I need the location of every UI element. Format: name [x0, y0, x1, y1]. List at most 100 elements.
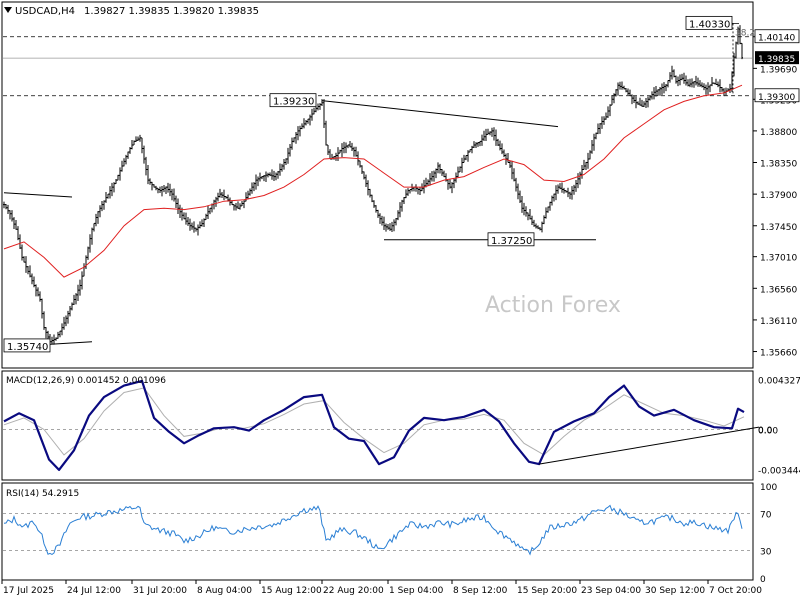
svg-text:1.39300: 1.39300	[758, 93, 795, 103]
price-bar	[659, 86, 661, 96]
x-axis-tick-label: 7 Oct 20:00	[709, 586, 762, 596]
watermark: Action Forex	[485, 293, 621, 318]
price-bar	[249, 188, 251, 196]
price-bar	[253, 182, 255, 192]
macd-signal-line	[3, 387, 745, 456]
price-bar	[537, 225, 539, 230]
price-bar	[699, 80, 701, 87]
price-bar	[569, 191, 571, 200]
price-bar	[235, 202, 237, 211]
price-layer: 1.40330 1.39230 1.37250 1.35740 38.2	[3, 15, 755, 353]
price-bar	[437, 162, 439, 174]
price-bar	[205, 213, 207, 221]
price-bar	[37, 287, 39, 297]
price-bar	[19, 234, 21, 250]
rsi-panel	[1, 482, 754, 581]
price-bar	[183, 212, 185, 220]
price-bar	[489, 131, 491, 136]
price-bar	[219, 188, 221, 198]
price-bar	[419, 186, 421, 196]
price-bar	[461, 157, 463, 173]
collapse-arrow-icon[interactable]	[4, 7, 12, 13]
price-bar	[63, 316, 65, 330]
price-bar	[531, 215, 533, 226]
price-bar	[555, 185, 557, 201]
price-bar	[177, 198, 179, 214]
price-bar	[247, 190, 249, 200]
price-bar	[467, 150, 469, 162]
price-bar	[175, 195, 177, 208]
price-bar	[627, 88, 629, 96]
price-bar	[95, 213, 97, 227]
price-bar	[23, 256, 25, 263]
price-bar	[515, 177, 517, 192]
price-bar	[71, 302, 73, 311]
price-bar	[363, 171, 365, 180]
price-bar	[351, 142, 353, 152]
price-bar	[641, 99, 643, 107]
price-bar	[67, 310, 69, 324]
price-bar	[59, 330, 61, 338]
price-bar	[339, 149, 341, 154]
macd-axis-tick-label: 0.00	[758, 427, 778, 437]
price-bar	[93, 222, 95, 232]
price-bar	[13, 217, 15, 230]
price-bar	[221, 191, 223, 198]
price-bar	[535, 223, 537, 229]
price-bars	[3, 25, 743, 345]
price-bar	[429, 173, 431, 186]
price-bar	[525, 206, 527, 217]
price-bar	[383, 216, 385, 231]
price-bar	[91, 227, 93, 245]
price-bar	[81, 271, 83, 290]
price-bar	[317, 103, 319, 111]
price-bar	[571, 186, 573, 200]
price-bar	[387, 223, 389, 230]
price-bar	[625, 87, 627, 93]
price-bar	[203, 218, 205, 227]
price-bar	[239, 203, 241, 210]
price-bar	[113, 182, 115, 193]
price-bar	[279, 163, 281, 176]
price-bar	[229, 197, 231, 206]
price-bar	[45, 327, 47, 339]
price-bar	[577, 173, 579, 189]
price-bar	[15, 219, 17, 230]
price-bar	[523, 202, 525, 216]
price-bar	[155, 185, 157, 191]
price-bar	[601, 116, 603, 129]
svg-text:1.39835: 1.39835	[758, 55, 795, 65]
price-bar	[343, 141, 345, 154]
price-bar	[195, 227, 197, 232]
rsi-layer	[3, 504, 752, 556]
price-bar	[565, 190, 567, 193]
price-bar	[583, 159, 585, 171]
price-bar	[55, 337, 57, 341]
price-bar	[199, 221, 201, 229]
price-bar	[477, 142, 479, 147]
price-bar	[399, 202, 401, 218]
x-axis-tick-label: 30 Sep 12:00	[645, 586, 705, 596]
price-bar	[713, 82, 715, 85]
price-bar	[289, 143, 291, 157]
price-bar	[643, 101, 645, 108]
price-bar	[549, 201, 551, 211]
price-bar	[193, 221, 195, 233]
price-bar	[539, 227, 541, 231]
price-bar	[139, 134, 141, 142]
price-bar	[463, 154, 465, 164]
price-bar	[111, 182, 113, 197]
price-bar	[35, 284, 37, 297]
price-bar	[513, 168, 515, 182]
price-bar	[153, 184, 155, 188]
trendline-1	[3, 192, 73, 198]
price-bar	[197, 224, 199, 236]
price-bar	[501, 143, 503, 155]
x-axis-tick-label: 15 Sep 20:00	[517, 586, 577, 596]
price-bar	[671, 65, 673, 80]
price-bar	[493, 127, 495, 141]
price-bar	[223, 189, 225, 201]
price-bar	[157, 187, 159, 194]
price-bar	[619, 81, 621, 90]
